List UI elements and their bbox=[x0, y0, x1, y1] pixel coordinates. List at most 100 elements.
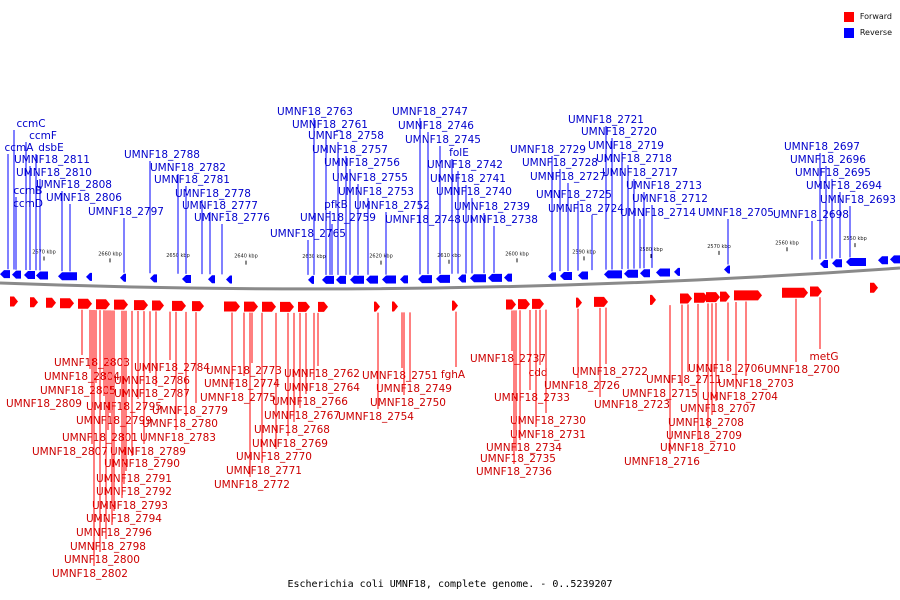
forward-gene-label: UMNF18_2804 bbox=[44, 371, 120, 383]
reverse-gene-arrow bbox=[624, 269, 638, 278]
reverse-gene-label: UMNF18_2810 bbox=[16, 167, 92, 179]
forward-gene-arrow bbox=[706, 292, 720, 303]
forward-gene-label: UMNF18_2716 bbox=[624, 456, 700, 468]
legend: Forward Reverse bbox=[843, 9, 892, 41]
forward-gene-arrow bbox=[192, 301, 204, 312]
tick-group: 2670 kbp 2660 kbp 2650 kbp 2640 kbp 2630 kbp… bbox=[32, 236, 867, 265]
reverse-gene-label: UMNF18_2757 bbox=[312, 144, 388, 156]
forward-gene-arrow bbox=[60, 298, 74, 309]
legend-forward: Forward bbox=[843, 9, 892, 25]
forward-gene-arrow bbox=[532, 298, 544, 309]
reverse-gene-label: UMNF18_2724 bbox=[548, 203, 624, 215]
forward-gene-arrow bbox=[374, 301, 380, 312]
genome-backbone bbox=[0, 266, 900, 291]
forward-gene-label: UMNF18_2726 bbox=[544, 380, 620, 392]
reverse-gene-label: UMNF18_2748 bbox=[385, 214, 461, 226]
reverse-gene-label: UMNF18_2738 bbox=[462, 214, 538, 226]
reverse-gene-arrow bbox=[0, 270, 10, 279]
reverse-gene-label: UMNF18_2742 bbox=[427, 159, 503, 171]
reverse-gene-label: UMNF18_2758 bbox=[308, 130, 384, 142]
reverse-gene-label: UMNF18_2705 bbox=[698, 207, 774, 219]
reverse-gene-arrow bbox=[504, 273, 512, 282]
forward-gene-arrow bbox=[392, 301, 398, 312]
forward-gene-label: UMNF18_2796 bbox=[76, 527, 152, 539]
forward-gene-label: UMNF18_2706 bbox=[688, 363, 764, 375]
reverse-gene-arrow bbox=[350, 275, 364, 284]
forward-gene-arrow bbox=[114, 299, 128, 310]
forward-gene-arrow bbox=[506, 299, 516, 310]
reverse-gene-label: UMNF18_2761 bbox=[292, 119, 368, 131]
reverse-swatch bbox=[843, 28, 854, 38]
forward-gene-label: UMNF18_2767 bbox=[264, 410, 340, 422]
reverse-gene-arrow bbox=[820, 260, 828, 269]
reverse-gene-label: UMNF18_2806 bbox=[46, 192, 122, 204]
forward-gene-label: UMNF18_2775 bbox=[200, 392, 276, 404]
reverse-gene-arrow bbox=[436, 274, 450, 283]
reverse-gene-label: UMNF18_2756 bbox=[324, 157, 400, 169]
reverse-gene-label: ccmB bbox=[14, 185, 43, 197]
forward-gene-arrow bbox=[720, 291, 730, 302]
forward-gene-label: UMNF18_2709 bbox=[666, 430, 742, 442]
legend-reverse-label: Reverse bbox=[859, 28, 892, 37]
reverse-gene-arrow bbox=[208, 275, 215, 284]
forward-gene-arrow bbox=[318, 301, 328, 312]
tick-label: 2660 kbp bbox=[98, 251, 122, 257]
reverse-gene-arrow bbox=[24, 271, 35, 280]
forward-gene-label: UMNF18_2736 bbox=[476, 466, 552, 478]
tick-label: 2580 kbp bbox=[639, 247, 663, 253]
reverse-gene-label: UMNF18_2763 bbox=[277, 106, 353, 118]
forward-gene-label: UMNF18_2750 bbox=[370, 397, 446, 409]
reverse-gene-arrow bbox=[150, 274, 157, 283]
reverse-gene-arrow bbox=[470, 274, 486, 283]
reverse-gene-arrow bbox=[12, 270, 21, 279]
forward-gene-arrow bbox=[870, 282, 878, 293]
reverse-gene-label: UMNF18_2727 bbox=[530, 171, 606, 183]
reverse-gene-arrow bbox=[458, 274, 466, 283]
forward-gene-arrow bbox=[244, 301, 258, 312]
forward-gene-label: UMNF18_2786 bbox=[114, 375, 190, 387]
forward-gene-label: UMNF18_2734 bbox=[486, 442, 562, 454]
reverse-gene-arrow bbox=[366, 275, 378, 284]
forward-gene-label: UMNF18_2800 bbox=[64, 554, 140, 566]
forward-gene-label: UMNF18_2787 bbox=[114, 388, 190, 400]
reverse-gene-label: UMNF18_2755 bbox=[332, 172, 408, 184]
reverse-gene-label: UMNF18_2719 bbox=[588, 140, 664, 152]
reverse-gene-label: UMNF18_2718 bbox=[596, 153, 672, 165]
forward-gene-label: UMNF18_2771 bbox=[226, 465, 302, 477]
reverse-gene-label: UMNF18_2781 bbox=[154, 174, 230, 186]
genome-caption: Escherichia coli UMNF18, complete genome… bbox=[287, 579, 613, 590]
forward-gene-label: UMNF18_2754 bbox=[338, 411, 414, 423]
forward-gene-label: UMNF18_2784 bbox=[134, 362, 210, 374]
legend-forward-label: Forward bbox=[859, 12, 892, 21]
reverse-gene-label: UMNF18_2698 bbox=[773, 209, 849, 221]
forward-gene-label: UMNF18_2730 bbox=[510, 415, 586, 427]
tick-label: 2560 kbp bbox=[775, 240, 799, 246]
forward-gene-label: UMNF18_2710 bbox=[660, 442, 736, 454]
forward-gene-arrow bbox=[810, 286, 822, 297]
forward-gene-arrow bbox=[518, 299, 530, 310]
forward-gene-label: UMNF18_2722 bbox=[572, 366, 648, 378]
reverse-gene-label: UMNF18_2788 bbox=[124, 149, 200, 161]
reverse-gene-arrow bbox=[604, 270, 622, 279]
forward-gene-arrow bbox=[46, 297, 56, 308]
reverse-gene-label: UMNF18_2759 bbox=[300, 212, 376, 224]
reverse-gene-arrow bbox=[336, 275, 346, 284]
reverse-gene-label: UMNF18_2713 bbox=[626, 180, 702, 192]
forward-gene-arrow bbox=[650, 294, 656, 305]
tick-label: 2620 kbp bbox=[369, 254, 393, 260]
reverse-gene-label: UMNF18_2721 bbox=[568, 114, 644, 126]
reverse-gene-label: UMNF18_2717 bbox=[602, 167, 678, 179]
forward-gene-label: UMNF18_2751 bbox=[362, 370, 438, 382]
reverse-gene-label: UMNF18_2782 bbox=[150, 162, 226, 174]
forward-gene-arrow bbox=[152, 300, 164, 311]
reverse-gene-arrow bbox=[400, 275, 408, 284]
reverse-gene-arrow bbox=[656, 268, 670, 277]
forward-gene-label: UMNF18_2733 bbox=[494, 392, 570, 404]
forward-gene-label: UMNF18_2774 bbox=[204, 378, 280, 390]
tick-label: 2610 kbp bbox=[437, 253, 461, 259]
forward-gene-label: UMNF18_2704 bbox=[702, 391, 778, 403]
reverse-gene-label: UMNF18_2693 bbox=[820, 194, 896, 206]
forward-gene-label: UMNF18_2711 bbox=[646, 374, 722, 386]
